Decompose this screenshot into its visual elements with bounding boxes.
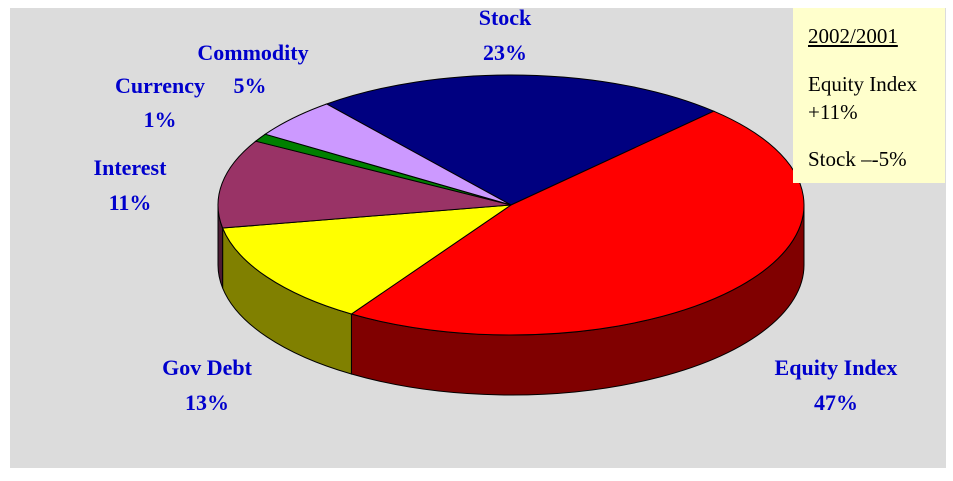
value-label: 13%	[185, 390, 229, 415]
slice-label: Interest	[94, 155, 168, 180]
annotation-box: 2002/2001 Equity Index +11% Stock –-5%	[793, 8, 945, 183]
slice-label: Stock	[479, 5, 532, 30]
value-label: 47%	[814, 390, 858, 415]
annotation-line: Equity Index +11%	[808, 72, 918, 124]
value-label: 5%	[234, 73, 267, 98]
slice	[264, 103, 512, 206]
value-label: 11%	[109, 190, 152, 215]
slice-label: Equity Index	[775, 355, 898, 380]
annotation-title: 2002/2001	[808, 24, 898, 48]
slice-label: Gov Debt	[162, 355, 253, 380]
slice	[325, 74, 716, 206]
slice	[350, 110, 805, 336]
slice-label: Commodity	[197, 40, 308, 65]
slice	[217, 140, 512, 229]
value-label: 1%	[144, 107, 177, 132]
annotation-line: Stock –-5%	[808, 147, 907, 171]
value-label: 23%	[483, 40, 527, 65]
slice	[221, 204, 513, 315]
slice-label: Currency	[115, 73, 205, 98]
